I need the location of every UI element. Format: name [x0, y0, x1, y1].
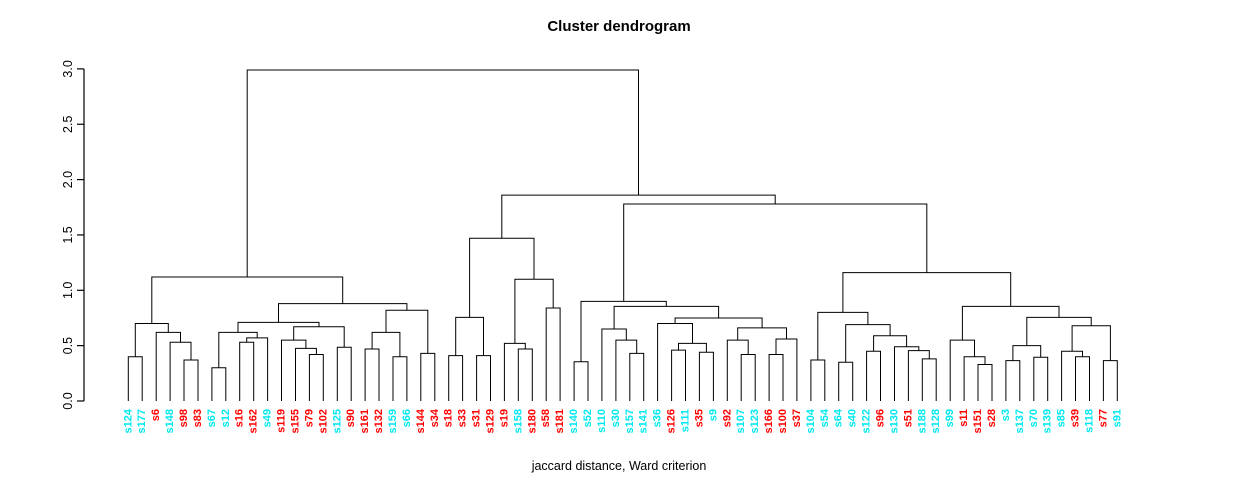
x-axis-caption: jaccard distance, Ward criterion [531, 459, 707, 473]
y-axis-tick-label: 3.0 [61, 60, 75, 77]
leaf-label: s123 [749, 409, 761, 433]
leaf-label: s90 [345, 409, 357, 427]
leaf-label: s104 [805, 408, 817, 433]
leaf-label: s119 [276, 409, 288, 433]
leaf-label: s122 [861, 409, 873, 433]
leaf-label: s18 [443, 409, 455, 427]
leaf-label: s35 [693, 409, 705, 427]
leaf-label: s148 [164, 409, 176, 433]
leaf-label: s52 [582, 409, 594, 427]
leaf-label: s28 [986, 409, 998, 427]
leaf-label: s67 [206, 409, 218, 427]
leaf-label: s181 [554, 409, 566, 433]
leaf-label: s125 [331, 409, 343, 433]
leaf-label: s107 [735, 409, 747, 433]
leaf-label: s159 [387, 409, 399, 433]
leaf-label: s83 [192, 409, 204, 427]
leaf-label: s161 [359, 409, 371, 433]
leaf-label: s37 [791, 409, 803, 427]
leaf-label: s139 [1042, 409, 1054, 433]
leaf-label: s130 [888, 409, 900, 433]
leaf-label: s91 [1111, 409, 1123, 427]
leaf-label: s64 [833, 408, 845, 427]
leaf-label: s54 [819, 408, 831, 427]
leaf-label: s137 [1014, 409, 1026, 433]
leaf-label: s155 [289, 409, 301, 433]
leaf-label: s30 [610, 409, 622, 427]
leaf-label: s157 [624, 409, 636, 433]
leaf-label: s141 [638, 409, 650, 433]
leaf-label: s85 [1056, 409, 1068, 427]
leaf-label: s111 [680, 409, 692, 432]
y-axis-tick-label: 2.0 [61, 171, 75, 188]
leaf-label: s124 [122, 408, 134, 433]
leaf-label: s66 [401, 409, 413, 427]
leaf-label: s58 [540, 409, 552, 427]
leaf-label: s79 [303, 409, 315, 427]
leaf-label: s36 [652, 409, 664, 427]
leaf-label: s151 [972, 409, 984, 433]
leaf-label: s34 [429, 408, 441, 427]
leaf-label: s100 [777, 409, 789, 433]
leaf-label: s166 [763, 409, 775, 433]
leaf-label: s129 [484, 409, 496, 433]
leaf-label: s19 [498, 409, 510, 427]
leaf-label: s70 [1028, 409, 1040, 427]
leaf-label: s180 [526, 409, 538, 433]
leaf-label: s118 [1083, 409, 1095, 433]
leaf-label: s102 [317, 409, 329, 433]
leaf-label: s126 [666, 409, 678, 433]
leaf-label: s31 [471, 409, 483, 427]
leaf-label: s6 [150, 409, 162, 421]
leaf-label: s177 [136, 409, 148, 433]
y-axis-tick-label: 0.0 [61, 392, 75, 409]
dendrogram-links [127, 69, 1118, 401]
leaf-label: s9 [707, 409, 719, 421]
leaf-label: s162 [248, 409, 260, 433]
leaf-label: s3 [1000, 409, 1012, 421]
leaf-label: s99 [944, 409, 956, 427]
leaf-label: s12 [220, 409, 232, 427]
leaf-label: s51 [902, 409, 914, 427]
leaf-label: s49 [262, 409, 274, 427]
leaf-label: s16 [234, 409, 246, 427]
leaf-label: s132 [373, 409, 385, 433]
leaf-label: s96 [875, 409, 887, 427]
leaf-label: s188 [916, 409, 928, 433]
leaf-label: s40 [847, 409, 859, 427]
leaf-label: s92 [721, 409, 733, 427]
leaf-label: s39 [1070, 409, 1082, 427]
leaf-label: s128 [930, 409, 942, 433]
leaf-label: s158 [512, 409, 524, 433]
leaf-label: s140 [568, 409, 580, 433]
leaf-label: s110 [596, 409, 608, 433]
y-axis-tick-label: 1.5 [61, 226, 75, 243]
leaf-label: s144 [415, 408, 427, 433]
leaf-label: s11 [958, 409, 970, 427]
chart-title: Cluster dendrogram [547, 18, 691, 35]
y-axis-tick-label: 2.5 [61, 116, 75, 133]
leaf-label: s33 [457, 409, 469, 427]
leaf-label: s98 [178, 409, 190, 427]
leaf-label: s77 [1097, 409, 1109, 427]
y-axis-tick-label: 0.5 [61, 337, 75, 354]
y-axis-tick-label: 1.0 [61, 282, 75, 299]
